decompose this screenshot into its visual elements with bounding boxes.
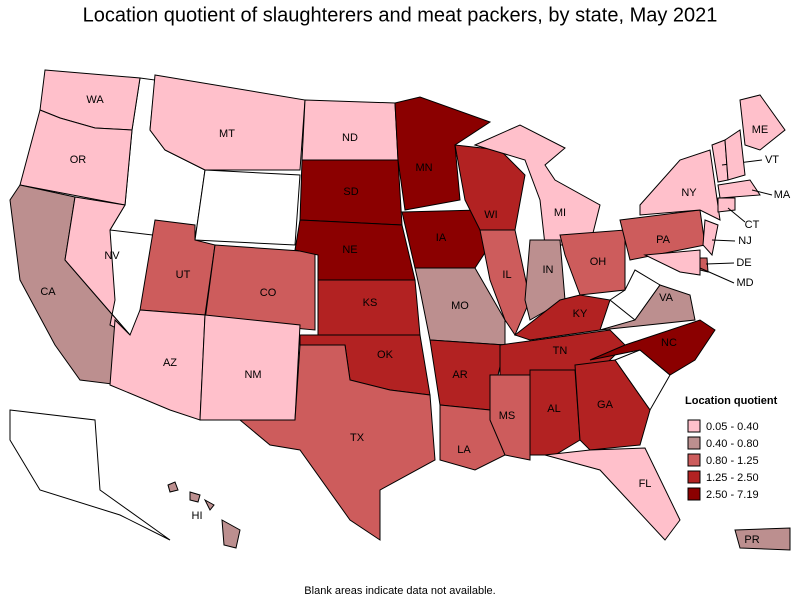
state-label: IA bbox=[436, 232, 447, 244]
state-label: NC bbox=[661, 337, 677, 349]
state-label: MA bbox=[774, 189, 791, 201]
state-label: KS bbox=[363, 297, 378, 309]
state-shape bbox=[203, 498, 215, 511]
state-label: IL bbox=[502, 269, 511, 281]
map-title: Location quotient of slaughterers and me… bbox=[83, 4, 718, 26]
states: WA OR CA NV MT UT CO AZ NM ND SD NE KS OK TX MN IA MO AR LA… bbox=[9, 69, 791, 551]
state-label: UT bbox=[176, 269, 191, 281]
legend-label: 0.80 - 1.25 bbox=[706, 455, 759, 467]
legend-label: 0.05 - 0.40 bbox=[706, 421, 759, 433]
leader-line bbox=[751, 189, 773, 196]
state-label: VT bbox=[765, 154, 779, 166]
state-label: MO bbox=[451, 300, 469, 312]
legend-swatch bbox=[687, 470, 701, 484]
state-label: SD bbox=[343, 186, 358, 198]
state-label: MS bbox=[499, 410, 516, 422]
state-shape bbox=[189, 491, 201, 503]
state-shape bbox=[513, 294, 611, 341]
state-label: MI bbox=[554, 207, 566, 219]
legend-swatch bbox=[687, 419, 701, 433]
state-label: FL bbox=[639, 478, 652, 490]
state-label: MD bbox=[736, 277, 753, 289]
state-label: OK bbox=[377, 349, 394, 361]
state-label: TN bbox=[553, 345, 568, 357]
blank-states bbox=[9, 77, 671, 541]
state-label: ND bbox=[342, 132, 358, 144]
state-label: MT bbox=[219, 128, 235, 140]
state-label: AZ bbox=[163, 357, 177, 369]
state-label: CT bbox=[745, 219, 760, 231]
leader-line bbox=[727, 207, 746, 223]
state-label: WI bbox=[484, 209, 497, 221]
state-shape bbox=[544, 447, 681, 541]
state-shape bbox=[734, 527, 791, 551]
state-shape bbox=[167, 481, 179, 493]
state-label: OH bbox=[590, 256, 607, 268]
state-shape bbox=[64, 196, 131, 336]
state-label: AL bbox=[547, 403, 560, 415]
state-shape bbox=[204, 244, 316, 331]
state-label: CA bbox=[40, 286, 56, 298]
state-label: HI bbox=[192, 510, 203, 522]
legend-swatch bbox=[687, 436, 701, 450]
legend-swatch bbox=[687, 487, 701, 501]
state-label: TX bbox=[350, 432, 365, 444]
state-label: NJ bbox=[738, 235, 751, 247]
state-label: NV bbox=[104, 250, 120, 262]
state-shape bbox=[301, 99, 399, 161]
state-label: GA bbox=[597, 399, 614, 411]
state-shape bbox=[559, 229, 626, 296]
state-shape bbox=[109, 309, 206, 421]
legend-title: Location quotient bbox=[685, 395, 778, 407]
state-wv bbox=[609, 269, 661, 321]
state-shape bbox=[394, 96, 492, 211]
state-label: OR bbox=[70, 154, 87, 166]
state-shape bbox=[529, 369, 581, 456]
state-shape bbox=[401, 209, 491, 269]
state-label: CO bbox=[260, 287, 277, 299]
state-label: MN bbox=[415, 162, 432, 174]
state-shape bbox=[221, 519, 241, 549]
state-label: WA bbox=[86, 94, 104, 106]
state-shape bbox=[473, 124, 601, 246]
legend-label: 0.40 - 0.80 bbox=[706, 438, 759, 450]
state-label: DE bbox=[736, 257, 751, 269]
state-shape bbox=[639, 149, 721, 221]
state-label: NM bbox=[244, 369, 261, 381]
state-shape bbox=[439, 404, 506, 471]
state-label: LA bbox=[457, 444, 471, 456]
state-label: NY bbox=[681, 187, 697, 199]
state-label: KY bbox=[573, 308, 588, 320]
state-shape bbox=[199, 314, 301, 421]
state-label: NE bbox=[342, 244, 357, 256]
state-shape bbox=[238, 344, 436, 541]
state-shape bbox=[489, 374, 531, 461]
state-label: IN bbox=[543, 264, 554, 276]
state-label: PR bbox=[744, 534, 759, 546]
state-shape bbox=[702, 219, 719, 257]
legend-label: 2.50 - 7.19 bbox=[706, 489, 759, 501]
state-wy bbox=[194, 169, 301, 246]
state-label: AR bbox=[452, 369, 467, 381]
state-shape bbox=[717, 179, 761, 199]
state-label: VA bbox=[659, 292, 674, 304]
legend-swatch bbox=[687, 453, 701, 467]
footnote: Blank areas indicate data not available. bbox=[304, 585, 495, 597]
legend-label: 1.25 - 2.50 bbox=[706, 472, 759, 484]
state-shape bbox=[599, 284, 696, 331]
state-shape bbox=[717, 197, 736, 213]
state-shape bbox=[739, 94, 786, 151]
state-shape bbox=[574, 359, 651, 451]
leader-line bbox=[699, 267, 735, 284]
state-ak bbox=[9, 409, 171, 541]
state-shape bbox=[589, 319, 716, 376]
leader-line bbox=[705, 262, 735, 265]
state-shape bbox=[643, 249, 701, 276]
leader-line bbox=[711, 239, 736, 242]
state-shape bbox=[724, 129, 746, 181]
state-label: PA bbox=[656, 234, 671, 246]
state-label: ME bbox=[752, 124, 769, 136]
